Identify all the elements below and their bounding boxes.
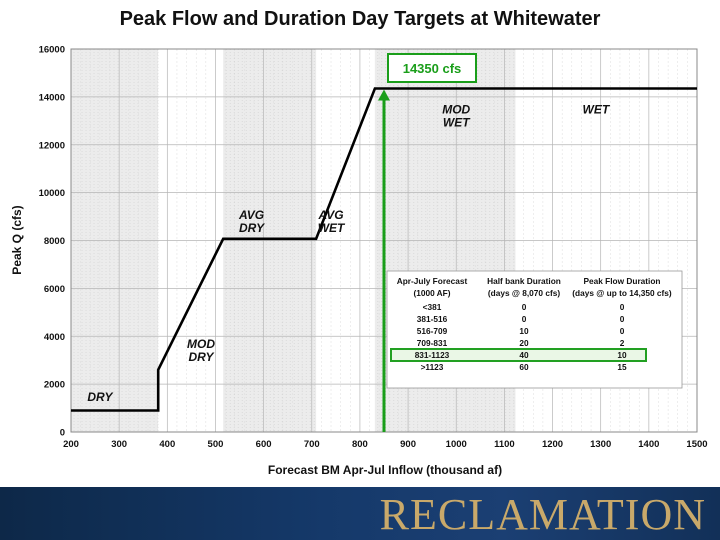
table-cell: 60	[519, 362, 529, 372]
table-row-highlight	[390, 348, 647, 362]
y-tick-label: 0	[60, 428, 65, 439]
y-tick-label: 2000	[44, 380, 65, 391]
x-tick-label: 900	[400, 439, 416, 450]
x-tick-label: 800	[352, 439, 368, 450]
callout-text: 14350 cfs	[403, 61, 462, 76]
x-tick-label: 1200	[542, 439, 563, 450]
green-arrow-head	[378, 89, 390, 101]
y-tick-label: 8000	[44, 236, 65, 247]
table-cell: 40	[519, 350, 529, 360]
series-line	[71, 87, 697, 412]
callout-box: 14350 cfs	[387, 53, 477, 83]
table-frame	[386, 270, 683, 389]
x-axis-label: Forecast BM Apr-Jul Inflow (thousand af)	[268, 463, 502, 477]
table-cell: 20	[519, 338, 529, 348]
table-cell: 15	[617, 362, 627, 372]
zone-label-line: DRY	[188, 350, 214, 364]
peak-flow-chart: 200 300 400 500 600 700 800 900 1000 1100 1200 1300…	[10, 45, 708, 478]
table-cell: 2	[620, 338, 625, 348]
table-subheader: (days @ up to 14,350 cfs)	[572, 288, 672, 298]
table-cell: 709-831	[417, 338, 448, 348]
x-tick-label: 1400	[638, 439, 659, 450]
table-cell: 516-709	[417, 326, 448, 336]
table-cell: 0	[522, 302, 527, 312]
y-tick-label: 12000	[39, 140, 65, 151]
y-axis-label: Peak Q (cfs)	[10, 205, 24, 274]
zone-label: AVG DRY	[238, 208, 265, 235]
x-tick-label: 1500	[686, 439, 707, 450]
x-tick-label: 600	[256, 439, 272, 450]
series-lines	[71, 87, 697, 412]
x-tick-label: 1000	[446, 439, 467, 450]
table-cell: >1123	[421, 362, 444, 372]
zone-label-line: WET	[443, 116, 471, 130]
reclamation-logo: RECLAMATION	[379, 490, 706, 539]
x-tick-label: 700	[304, 439, 320, 450]
table-cell: 831-1123	[415, 350, 450, 360]
table-cell: 0	[620, 314, 625, 324]
zone-label: DRY	[87, 390, 113, 404]
zone-label-line: WET	[583, 103, 611, 117]
duration-table: Apr-July Forecast (1000 AF) Half bank Dura…	[386, 270, 683, 389]
footer-banner: RECLAMATION	[0, 487, 720, 540]
table-cell: 0	[522, 314, 527, 324]
table-subheader: (1000 AF)	[413, 288, 450, 298]
zone-label: WET	[583, 103, 611, 117]
table-cell: 0	[620, 302, 625, 312]
zone-label-line: WET	[318, 221, 346, 235]
zone-label-line: AVG	[238, 208, 264, 222]
slide-title: Peak Flow and Duration Day Targets at Wh…	[119, 8, 601, 30]
x-tick-label: 1100	[494, 439, 515, 450]
y-tick-label: 6000	[44, 284, 65, 295]
zone-label-line: MOD	[187, 337, 215, 351]
table-cell: <381	[423, 302, 442, 312]
x-tick-label: 300	[111, 439, 127, 450]
table-cell: 0	[620, 326, 625, 336]
table-cell: 381-516	[417, 314, 448, 324]
x-tick-label: 200	[63, 439, 79, 450]
table-header: Peak Flow Duration	[584, 276, 661, 286]
x-tick-label: 1300	[590, 439, 611, 450]
tick-labels: 200 300 400 500 600 700 800 900 1000 1100 1200 1300…	[39, 45, 708, 451]
zone-label: AVG WET	[317, 208, 346, 235]
x-tick-label: 500	[208, 439, 224, 450]
zone-label: MOD DRY	[187, 337, 215, 364]
callout-frame	[387, 53, 477, 83]
zone-label-line: DRY	[87, 390, 113, 404]
y-tick-label: 4000	[44, 332, 65, 343]
zone-label: MOD WET	[442, 103, 471, 130]
zone-label-line: DRY	[239, 221, 265, 235]
table-header: Half bank Duration	[487, 276, 561, 286]
y-tick-label: 16000	[39, 45, 65, 56]
table-cell: 10	[519, 326, 529, 336]
x-tick-label: 400	[159, 439, 175, 450]
zone-label-line: AVG	[317, 208, 343, 222]
y-tick-label: 10000	[39, 188, 65, 199]
table-subheader: (days @ 8,070 cfs)	[488, 288, 560, 298]
table-cell: 10	[617, 350, 627, 360]
vertical-marker	[378, 89, 390, 432]
table-header: Apr-July Forecast	[397, 276, 468, 286]
y-tick-label: 14000	[39, 92, 65, 103]
zone-label-line: MOD	[442, 103, 470, 117]
